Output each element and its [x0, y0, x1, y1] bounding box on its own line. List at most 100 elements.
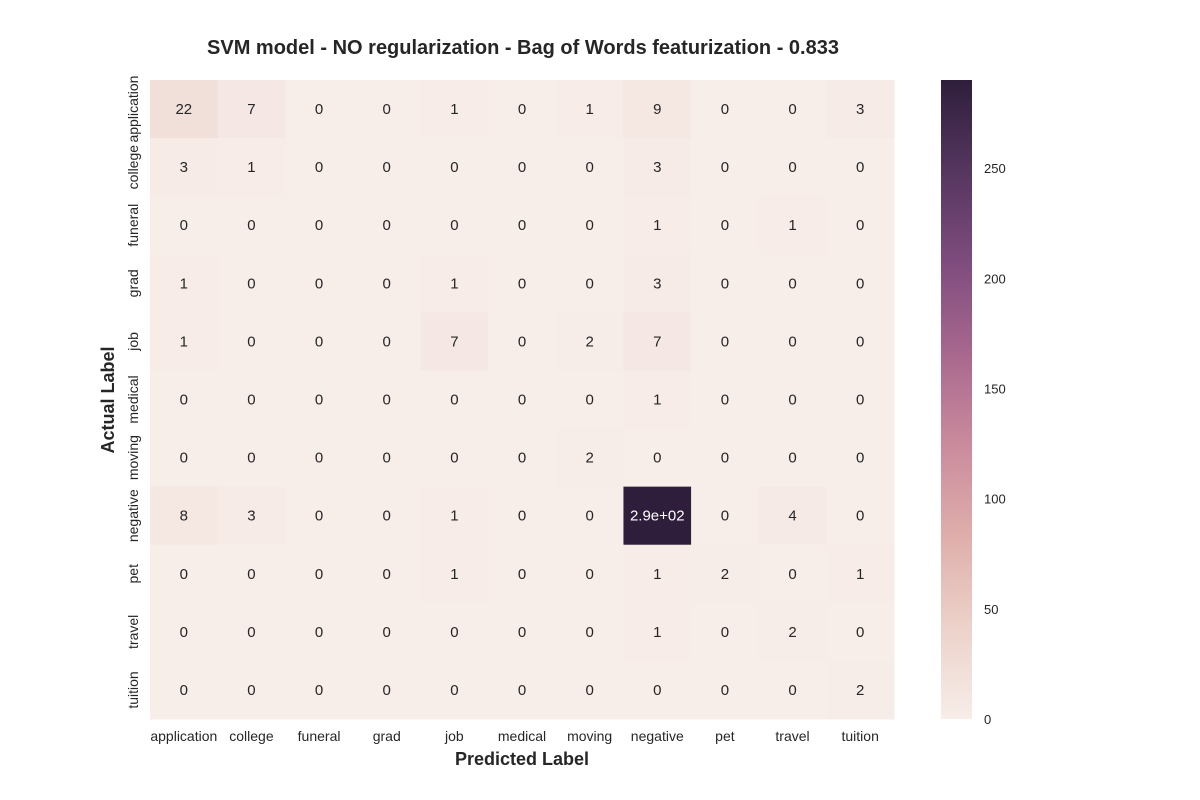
heatmap-cell — [217, 370, 286, 430]
heatmap-cell — [352, 80, 422, 139]
heatmap-cell — [623, 660, 692, 720]
y-axis-label: Actual Label — [98, 346, 118, 453]
cell-value-label: 0 — [585, 275, 593, 292]
colorbar-tick-label: 200 — [984, 271, 1006, 286]
cell-value-label: 0 — [653, 682, 661, 699]
heatmap-cell — [488, 428, 557, 488]
x-tick-label: pet — [715, 728, 735, 744]
cell-value-label: 0 — [653, 450, 661, 467]
cell-value-label: 0 — [315, 450, 323, 467]
heatmap-cell — [623, 312, 692, 371]
cell-value-label: 0 — [450, 450, 458, 467]
cell-value-label: 0 — [585, 682, 593, 699]
heatmap-cell — [826, 138, 895, 197]
cell-value-label: 0 — [450, 217, 458, 234]
heatmap-cell — [150, 602, 219, 662]
heatmap-cell — [826, 370, 895, 430]
heatmap-cell — [352, 196, 422, 255]
heatmap-cell — [352, 138, 422, 197]
heatmap-cell — [623, 254, 692, 313]
y-tick-label: grad — [125, 269, 141, 297]
colorbar — [941, 80, 972, 719]
cell-value-label: 0 — [721, 508, 729, 525]
cell-value-label: 0 — [247, 333, 255, 350]
cell-value-label: 3 — [653, 159, 661, 176]
cell-value-label: 4 — [788, 508, 796, 525]
cell-value-label: 1 — [653, 624, 661, 641]
cell-value-label: 0 — [788, 392, 796, 409]
cell-value-label: 1 — [247, 159, 255, 176]
heatmap-cell — [623, 80, 692, 139]
heatmap-cell — [623, 196, 692, 255]
heatmap-cell — [217, 254, 286, 313]
heatmap-cell — [555, 254, 624, 313]
cell-value-label: 0 — [721, 333, 729, 350]
heatmap-cell — [826, 80, 895, 139]
heatmap-cell — [758, 544, 827, 604]
heatmap-cell — [488, 602, 557, 662]
cell-value-label: 1 — [856, 566, 864, 583]
heatmap-cell — [420, 544, 489, 604]
heatmap-cell — [555, 80, 624, 139]
heatmap-cell — [691, 370, 760, 430]
x-tick-label: job — [444, 728, 464, 744]
cell-value-label: 0 — [383, 333, 391, 350]
heatmap-cell — [285, 602, 354, 662]
cell-value-label: 2 — [788, 624, 796, 641]
heatmap-cell — [555, 138, 624, 197]
heatmap-cell — [352, 370, 422, 430]
cell-value-label: 0 — [518, 450, 526, 467]
heatmap-cell — [150, 544, 219, 604]
cell-value-label: 1 — [788, 217, 796, 234]
cell-value-label: 0 — [180, 566, 188, 583]
heatmap-cell — [352, 428, 422, 488]
cell-value-label: 3 — [653, 275, 661, 292]
cell-value-label: 1 — [450, 101, 458, 118]
heatmap-cell — [488, 138, 557, 197]
cell-value-label: 1 — [653, 392, 661, 409]
cell-value-label: 0 — [315, 682, 323, 699]
cell-value-label: 1 — [585, 101, 593, 118]
cell-value-label: 0 — [788, 101, 796, 118]
cell-value-label: 0 — [585, 566, 593, 583]
cell-value-label: 0 — [788, 566, 796, 583]
heatmap-cell — [217, 602, 286, 662]
heatmap-cell — [826, 254, 895, 313]
heatmap-cell — [555, 428, 624, 488]
y-tick-label: job — [125, 332, 141, 352]
heatmap-cell — [826, 660, 895, 720]
x-tick-label: medical — [498, 728, 546, 744]
cell-value-label: 0 — [247, 566, 255, 583]
cell-value-label: 0 — [856, 333, 864, 350]
cell-value-label: 0 — [383, 392, 391, 409]
cell-value-label: 2 — [856, 682, 864, 699]
cell-value-label: 0 — [247, 392, 255, 409]
heatmap-cell — [758, 486, 827, 546]
cell-value-label: 0 — [585, 624, 593, 641]
x-axis-label: Predicted Label — [455, 749, 589, 769]
heatmap-cell — [352, 660, 422, 720]
cell-value-label: 0 — [247, 624, 255, 641]
cell-value-label: 0 — [315, 275, 323, 292]
cell-value-label: 0 — [315, 101, 323, 118]
x-tick-label: grad — [373, 728, 401, 744]
cell-value-label: 0 — [788, 159, 796, 176]
x-tick-label: application — [150, 728, 217, 744]
heatmap-cell — [285, 138, 354, 197]
heatmap-cell — [488, 80, 557, 139]
cell-value-label: 0 — [585, 217, 593, 234]
heatmap-cell — [420, 602, 489, 662]
heatmap-cell — [488, 312, 557, 371]
cell-value-label: 0 — [247, 217, 255, 234]
cell-value-label: 0 — [856, 217, 864, 234]
y-tick-label: medical — [125, 375, 141, 423]
cell-value-label: 2 — [585, 450, 593, 467]
x-tick-labels: application college funeral grad job medical m… — [150, 728, 879, 744]
cell-value-label: 0 — [856, 159, 864, 176]
cell-value-label: 0 — [383, 217, 391, 234]
heatmap-cell — [150, 138, 219, 197]
cell-value-label: 2 — [585, 333, 593, 350]
cell-value-label: 0 — [788, 333, 796, 350]
heatmap-cell — [758, 196, 827, 255]
